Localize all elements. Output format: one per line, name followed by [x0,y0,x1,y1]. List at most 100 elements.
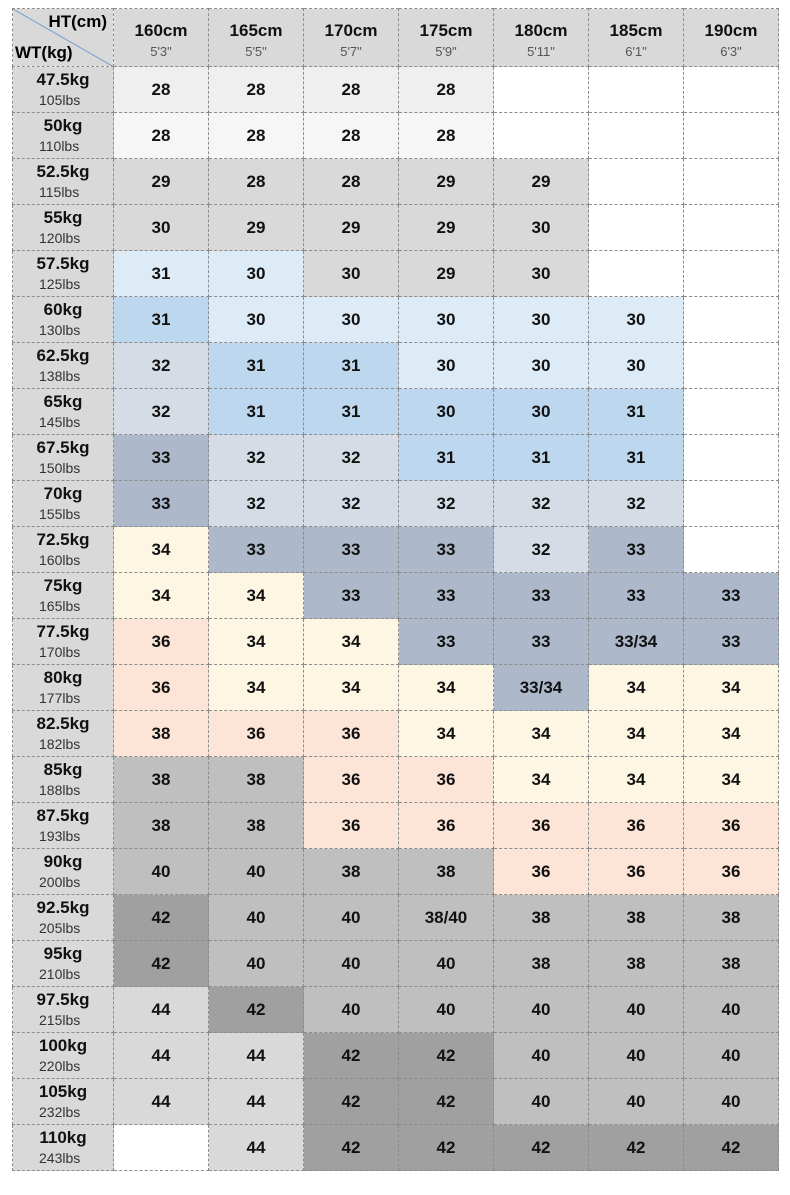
size-value: 31 [151,263,171,283]
size-cell: 33 [303,526,399,573]
size-value: 33 [721,631,741,651]
size-value: 40 [721,1045,741,1065]
size-value: 34 [721,677,741,697]
size-value: 33/34 [614,631,658,651]
size-cell: 34 [398,664,494,711]
weight-lbs: 193lbs [39,827,81,844]
height-label: HT(cm) [48,12,107,31]
size-value: 30 [341,309,361,329]
height-ft: 5'5" [245,43,267,59]
size-cell: 36 [493,848,589,895]
height-ft: 5'7" [340,43,362,59]
size-cell: 36 [683,848,779,895]
weight-cell: 80kg 177lbs [12,664,114,711]
size-value: 34 [626,677,646,697]
size-cell: 33 [113,434,209,481]
size-value: 40 [721,1091,741,1111]
size-cell: 42 [398,1124,494,1171]
size-value: 33 [436,631,456,651]
size-value: 34 [626,723,646,743]
size-value: 36 [151,677,171,697]
size-value: 34 [341,677,361,697]
size-row: 105kg 232lbs 44 44 42 42 40 40 40 [12,1078,779,1125]
size-cell: 38 [208,802,304,849]
size-cell: 31 [588,388,684,435]
size-cell [683,296,779,343]
size-value: 33/34 [519,677,563,697]
weight-label: WT(kg) [15,43,73,62]
size-cell: 36 [303,802,399,849]
size-cell: 36 [398,802,494,849]
size-cell: 33 [398,618,494,665]
size-cell: 31 [303,342,399,389]
size-value: 31 [531,447,551,467]
size-cell: 32 [113,388,209,435]
size-value: 44 [151,1045,171,1065]
size-value: 34 [341,631,361,651]
size-cell: 33 [113,480,209,527]
size-table: HT(cm) WT(kg) 160cm 5'3" 165cm 5'5" 170cm 5'7" 1… [12,8,779,1171]
weight-lbs: 177lbs [39,689,81,706]
weight-lbs: 243lbs [39,1149,81,1166]
size-value: 38 [436,861,456,881]
size-value: 33 [626,539,646,559]
size-cell: 40 [493,986,589,1033]
size-cell: 42 [683,1124,779,1171]
size-value: 30 [626,309,646,329]
size-cell: 32 [493,480,589,527]
size-value: 40 [246,953,266,973]
size-value: 33 [626,585,646,605]
size-cell: 28 [398,112,494,159]
size-cell: 32 [398,480,494,527]
size-cell: 28 [113,112,209,159]
size-cell: 40 [588,1032,684,1079]
size-value: 42 [436,1045,456,1065]
size-value: 30 [436,401,456,421]
size-cell: 34 [303,618,399,665]
size-cell: 31 [113,250,209,297]
size-value: 38 [626,953,646,973]
weight-kg: 47.5kg [36,69,90,89]
size-value: 32 [341,447,361,467]
weight-kg: 92.5kg [36,897,90,917]
size-row: 77.5kg 170lbs 36 34 34 33 33 33/34 33 [12,618,779,665]
weight-kg: 52.5kg [36,161,90,181]
size-value: 32 [246,447,266,467]
size-cell: 30 [588,296,684,343]
size-cell: 42 [303,1032,399,1079]
size-value: 42 [151,907,171,927]
size-cell: 34 [303,664,399,711]
size-row: 100kg 220lbs 44 44 42 42 40 40 40 [12,1032,779,1079]
size-cell: 31 [588,434,684,481]
size-value: 31 [626,401,646,421]
size-value: 38 [246,769,266,789]
size-row: 110kg 243lbs 44 42 42 42 42 42 [12,1124,779,1171]
weight-kg: 85kg [43,759,83,779]
size-cell: 40 [208,894,304,941]
size-cell: 42 [398,1032,494,1079]
height-ft: 6'1" [625,43,647,59]
size-value: 34 [626,769,646,789]
size-cell: 42 [588,1124,684,1171]
size-value: 44 [151,1091,171,1111]
size-value: 40 [436,953,456,973]
weight-cell: 97.5kg 215lbs [12,986,114,1033]
size-cell [683,66,779,113]
size-cell: 34 [683,664,779,711]
size-value: 40 [341,907,361,927]
size-row: 47.5kg 105lbs 28 28 28 28 [12,66,779,113]
size-value: 32 [151,355,171,375]
size-value: 31 [341,401,361,421]
weight-lbs: 125lbs [39,275,81,292]
size-cell: 40 [303,894,399,941]
size-cell: 36 [303,756,399,803]
height-cm: 170cm [324,20,378,40]
size-cell: 33 [493,618,589,665]
size-cell: 30 [398,296,494,343]
size-cell [683,158,779,205]
size-cell: 34 [588,710,684,757]
size-cell: 31 [208,388,304,435]
size-value: 42 [341,1137,361,1157]
size-cell: 30 [208,296,304,343]
size-cell [683,388,779,435]
